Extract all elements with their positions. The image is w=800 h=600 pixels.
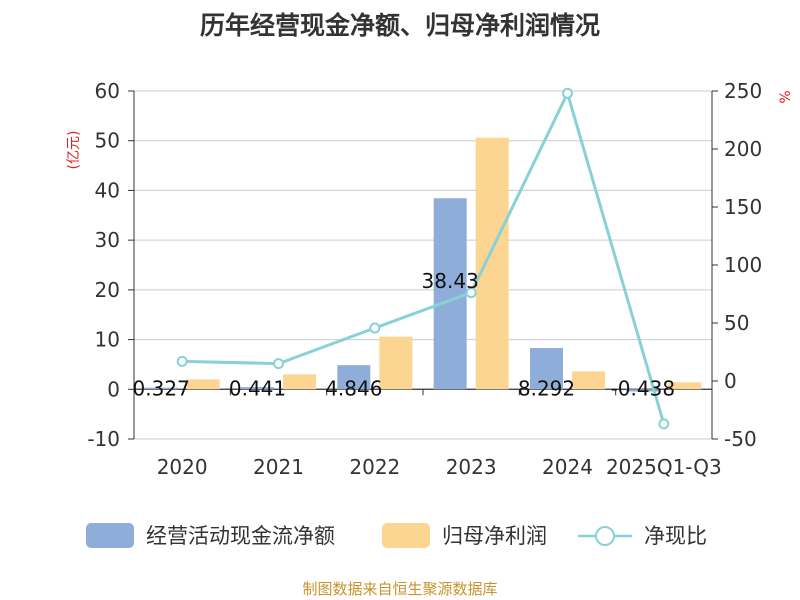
legend: 经营活动现金流净额 归母净利润 净现比 (86, 523, 707, 548)
category-label: 2022 (349, 455, 400, 479)
net-profit-bar (572, 371, 605, 390)
cash-flow-bar (530, 348, 563, 390)
left-tick-label: 0 (107, 377, 120, 401)
cash-flow-value-label: 0.327 (133, 376, 190, 400)
net-profit-bar (668, 382, 702, 390)
data-labels: 0.327 0.441 4.846 38.43 8.292 -0.438 (133, 269, 676, 400)
ratio-line-path (182, 89, 666, 425)
right-tick-label: 250 (724, 79, 762, 103)
cash-flow-bar (144, 387, 178, 390)
category-label: 2020 (157, 455, 208, 479)
left-tick-label: -10 (87, 427, 120, 451)
cash-flow-bar (241, 387, 274, 390)
right-tick-label: 100 (724, 253, 762, 277)
ratio-line (176, 87, 670, 430)
left-tick-label: 20 (95, 278, 120, 302)
right-tick-label: -50 (724, 427, 757, 451)
cash-flow-value-label: 38.43 (422, 269, 479, 293)
cash-flow-value-label: -0.438 (611, 376, 675, 400)
cash-flow-value-label: 0.441 (229, 376, 286, 400)
ratio-point (658, 418, 670, 430)
legend-swatch-cash (86, 523, 134, 548)
legend-swatch-profit (382, 523, 430, 548)
net-profit-bar (186, 379, 220, 390)
cash-flow-value-label: 4.846 (325, 376, 382, 400)
legend-label-ratio: 净现比 (644, 524, 707, 548)
category-label: 2023 (446, 455, 497, 479)
left-tick-label: 40 (95, 178, 120, 202)
ratio-point (562, 87, 573, 99)
cash-flow-bar (626, 389, 660, 392)
net-profit-bar (379, 336, 413, 390)
left-tick-label: 60 (95, 79, 120, 103)
ratio-point (465, 287, 477, 299)
legend-marker-ratio (595, 526, 615, 546)
cash-flow-bar (433, 198, 467, 390)
cash-flow-value-label: 8.292 (518, 376, 575, 400)
left-tick-label: 10 (95, 328, 120, 352)
right-tick-label: 150 (724, 195, 762, 219)
net-profit-bar (475, 137, 509, 390)
bars (144, 137, 702, 392)
category-label: 2024 (542, 455, 593, 479)
category-label: 2025Q1-Q3 (606, 455, 722, 479)
category-label: 2021 (253, 455, 304, 479)
left-tick-label: 30 (95, 228, 120, 252)
chart-title: 历年经营现金净额、归母净利润情况 (199, 11, 600, 40)
legend-label-cash: 经营活动现金流净额 (146, 524, 335, 548)
net-profit-bar (283, 374, 316, 390)
right-unit-label: % (778, 90, 794, 103)
source-note: 制图数据来自恒生聚源数据库 (302, 580, 498, 598)
right-tick-label: 0 (724, 369, 737, 393)
grid (134, 90, 712, 440)
cash-flow-bar (337, 365, 371, 390)
ratio-point (369, 322, 381, 334)
ratio-point (273, 358, 284, 370)
ratio-point (176, 355, 188, 367)
right-tick-label: 50 (724, 311, 749, 335)
legend-label-profit: 归母净利润 (442, 524, 547, 548)
right-tick-label: 200 (724, 137, 762, 161)
left-tick-label: 50 (95, 129, 120, 153)
left-unit-label: (亿元) (66, 131, 82, 170)
axes: 6050403020100-10250200150100500-50(亿元)%2… (66, 79, 794, 479)
